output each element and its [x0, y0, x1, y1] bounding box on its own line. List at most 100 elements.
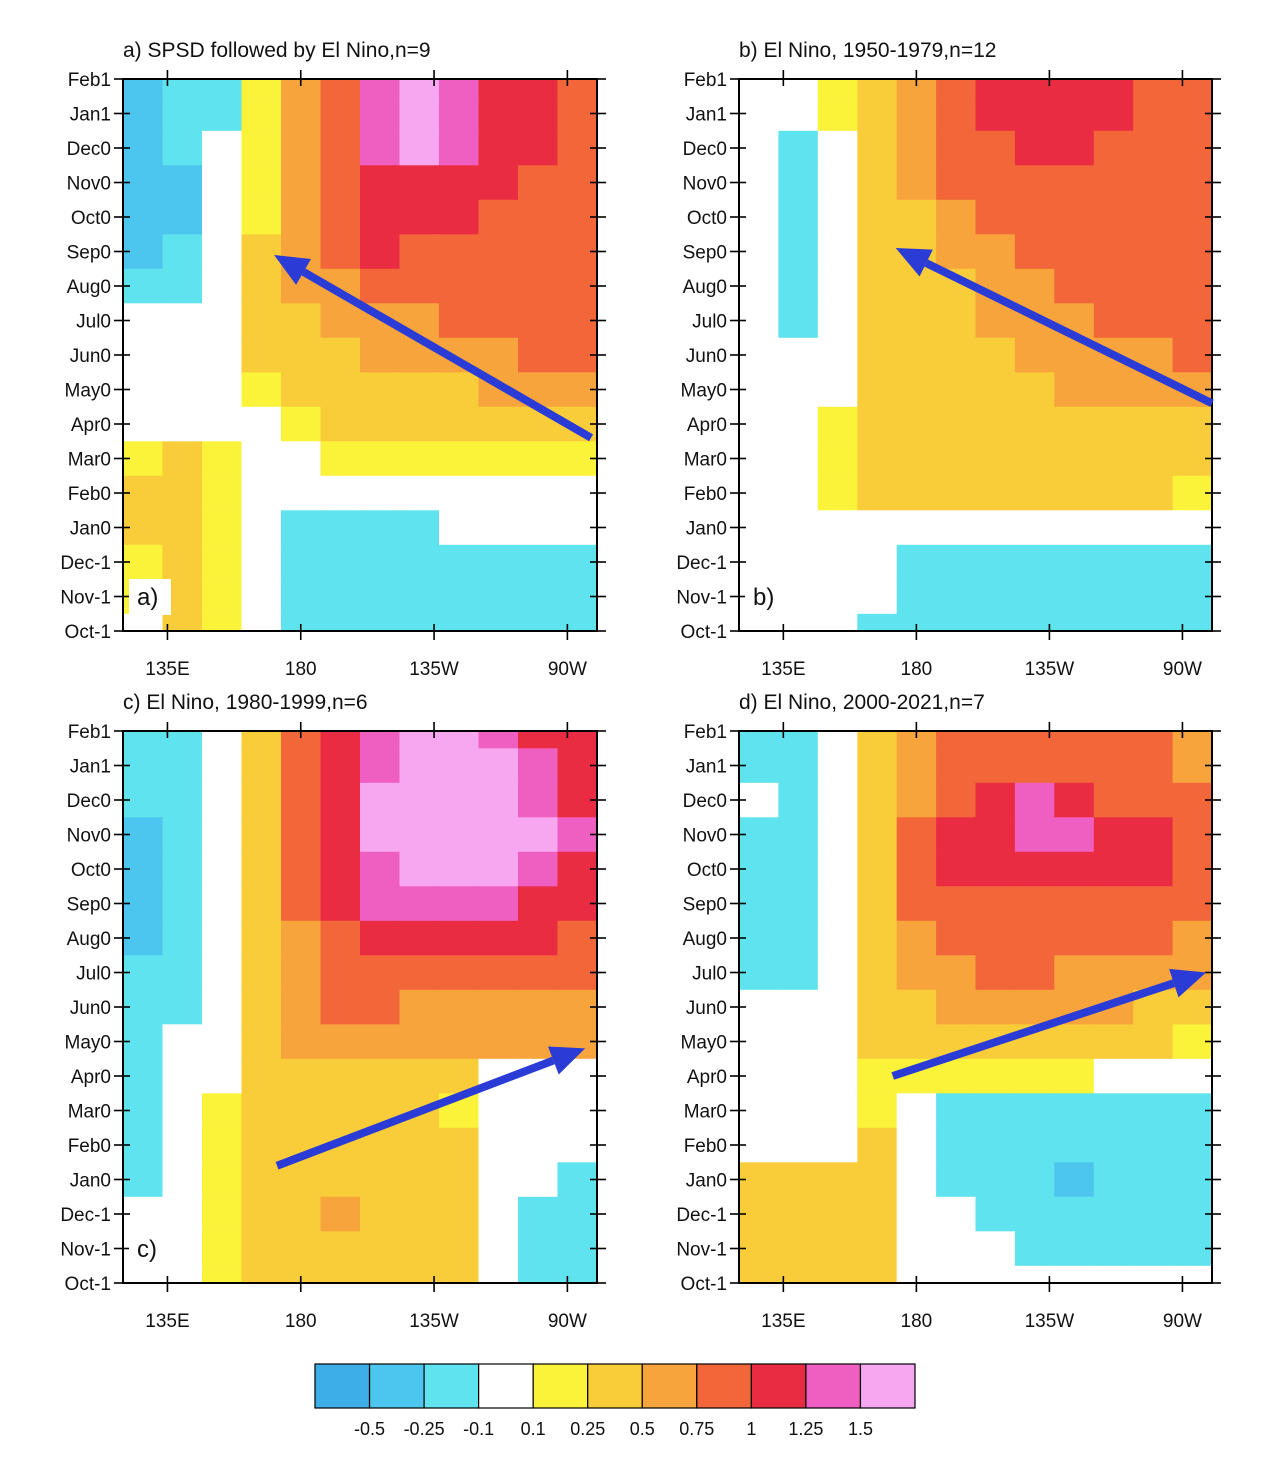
x-tick-label: 180 [901, 1311, 933, 1332]
field-cell [241, 955, 282, 991]
field-cell [478, 96, 519, 132]
arrow-shaft [301, 268, 594, 442]
field-cell [281, 579, 322, 615]
field-cell [439, 199, 480, 235]
x-tick-label: 180 [285, 659, 317, 680]
y-tick-label: Feb1 [684, 722, 727, 743]
field-cell [360, 199, 401, 235]
field-cell [778, 130, 819, 166]
field-cell [281, 1231, 322, 1267]
field-cell [936, 1093, 977, 1129]
field-cell [202, 579, 243, 615]
field-cell [896, 406, 937, 442]
field-cell [975, 613, 1016, 631]
field-cell [241, 886, 282, 922]
field-cell [1014, 1058, 1055, 1094]
field-cell [778, 955, 819, 991]
field-cell [360, 441, 401, 477]
field-cell [360, 817, 401, 853]
field-cell [478, 1093, 519, 1129]
y-tick-label: Dec-1 [60, 553, 111, 574]
field-cell [320, 817, 361, 853]
field-cell [857, 475, 898, 511]
field-cell [1014, 1196, 1055, 1232]
field-cell [281, 199, 322, 235]
field-cell [478, 920, 519, 956]
field-cell [518, 165, 559, 201]
field-cell [1133, 544, 1174, 580]
field-cell [1054, 851, 1095, 887]
colorbar-label: 0.5 [630, 1419, 655, 1439]
field-cell [399, 441, 440, 477]
field-cell [857, 1093, 898, 1129]
field-cell [1014, 544, 1055, 580]
x-tick-label: 135E [761, 1311, 805, 1332]
field-cell [399, 130, 440, 166]
field-cell [241, 1093, 282, 1129]
field-cell [241, 234, 282, 270]
field-cell [202, 337, 243, 373]
field-cell [1054, 1162, 1095, 1198]
field-a [123, 79, 597, 631]
field-cell [1093, 731, 1134, 749]
field-cell [975, 1058, 1016, 1094]
field-cell [1133, 1058, 1174, 1094]
field-cell [896, 372, 937, 408]
colorbar-label: 1.5 [848, 1419, 873, 1439]
panel-title: c) El Nino, 1980-1999,n=6 [123, 691, 368, 714]
field-cell [518, 96, 559, 132]
field-cell [896, 1024, 937, 1060]
field-cell [439, 851, 480, 887]
colorbar-label: -0.25 [404, 1419, 445, 1439]
colorbar-swatch [696, 1363, 752, 1409]
field-cell [518, 1231, 559, 1267]
field-cell [123, 79, 164, 97]
field-cell [281, 1265, 322, 1283]
field-cell [857, 1231, 898, 1267]
field-cell [439, 96, 480, 132]
y-tick-label: Jan1 [70, 757, 111, 778]
field-cell [817, 130, 858, 166]
field-cell [241, 303, 282, 339]
field-cell [817, 1127, 858, 1163]
field-cell [320, 1058, 361, 1094]
field-cell [439, 1024, 480, 1060]
field-cell [1054, 782, 1095, 818]
field-cell [1093, 955, 1134, 991]
field-cell [1054, 955, 1095, 991]
field-cell [399, 79, 440, 97]
field-cell [857, 441, 898, 477]
field-cell [1054, 544, 1095, 580]
field-cell [1093, 79, 1134, 97]
field-cell [817, 1024, 858, 1060]
field-cell [202, 130, 243, 166]
x-tick-label: 135W [409, 1311, 459, 1332]
field-cell [975, 199, 1016, 235]
field-cell [936, 731, 977, 749]
field-cell [975, 1093, 1016, 1129]
field-cell [202, 79, 243, 97]
field-cell [936, 1127, 977, 1163]
field-cell [320, 920, 361, 956]
field-cell [857, 1265, 898, 1283]
field-cell [975, 1162, 1016, 1198]
field-cell [857, 79, 898, 97]
field-cell [896, 989, 937, 1025]
field-cell [778, 303, 819, 339]
field-cell [241, 441, 282, 477]
field-cell [1093, 920, 1134, 956]
y-tick-label: Jul0 [692, 312, 727, 333]
field-cell [857, 372, 898, 408]
field-cell [281, 337, 322, 373]
y-tick-label: Feb1 [68, 70, 111, 91]
field-cell [320, 544, 361, 580]
field-cell [817, 79, 858, 97]
field-cell [975, 955, 1016, 991]
field-cell [241, 613, 282, 631]
field-cell [817, 165, 858, 201]
field-cell [1014, 234, 1055, 270]
field-cell [817, 1231, 858, 1267]
colorbar: -0.5 -0.25 -0.1 0.1 0.25 0.5 0.75 1 1.25 1.5 [314, 1363, 916, 1439]
field-cell [162, 1127, 203, 1163]
x-tick-label: 90W [548, 659, 587, 680]
